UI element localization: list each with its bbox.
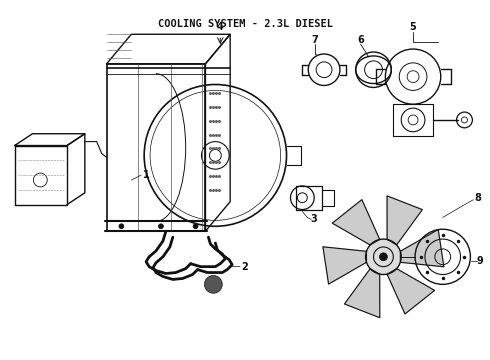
Polygon shape xyxy=(387,269,435,314)
Text: COOLING SYSTEM - 2.3L DIESEL: COOLING SYSTEM - 2.3L DIESEL xyxy=(157,19,333,29)
Polygon shape xyxy=(332,200,380,245)
Text: 5: 5 xyxy=(410,22,416,32)
Circle shape xyxy=(379,253,388,261)
Text: 9: 9 xyxy=(477,256,484,266)
Circle shape xyxy=(204,275,222,293)
Text: 1: 1 xyxy=(143,170,149,180)
Circle shape xyxy=(158,224,164,229)
Text: 6: 6 xyxy=(357,35,364,45)
Text: 7: 7 xyxy=(312,35,318,45)
Text: 2: 2 xyxy=(242,262,248,272)
Circle shape xyxy=(193,224,198,229)
Circle shape xyxy=(366,239,401,275)
Polygon shape xyxy=(323,247,367,284)
Polygon shape xyxy=(344,269,380,318)
Polygon shape xyxy=(387,196,422,245)
Text: 8: 8 xyxy=(474,193,481,203)
Polygon shape xyxy=(400,229,444,267)
Text: 3: 3 xyxy=(311,215,318,224)
Text: 4: 4 xyxy=(217,22,223,32)
Circle shape xyxy=(119,224,124,229)
